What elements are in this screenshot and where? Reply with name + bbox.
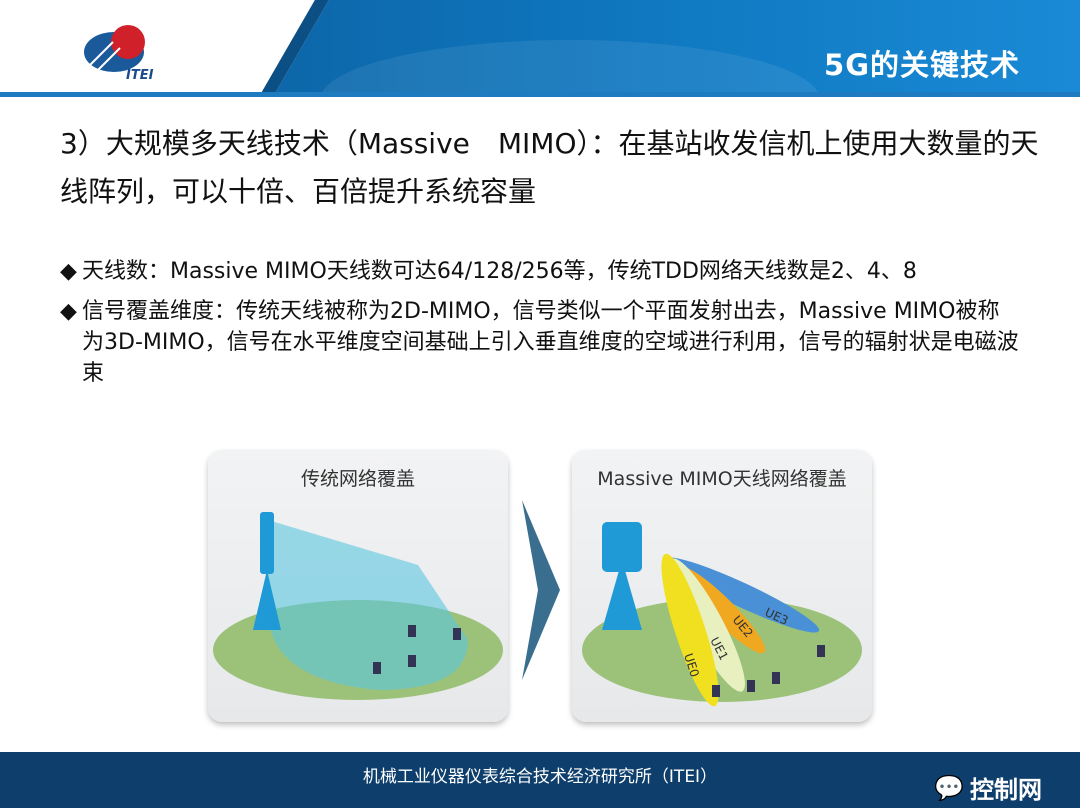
panel-title: Massive MIMO天线网络覆盖 <box>597 468 847 490</box>
diamond-icon: ◆ <box>60 259 77 284</box>
massive-mimo-coverage-panel: Massive MIMO天线网络覆盖 UE0 UE1 UE2 UE3 <box>572 450 872 722</box>
antenna-icon <box>260 512 274 574</box>
slide-header <box>0 0 1080 97</box>
watermark: 💬 控制网 <box>934 770 1042 805</box>
massive-mimo-illustration: UE0 UE1 UE2 UE3 <box>582 522 862 707</box>
tower-icon <box>253 570 281 630</box>
traditional-coverage-illustration <box>213 512 503 700</box>
wechat-icon: 💬 <box>934 773 964 802</box>
svg-text:ITEI: ITEI <box>126 68 154 82</box>
header-underline <box>0 92 1080 97</box>
tower-icon <box>602 560 642 630</box>
slide-footer: 机械工业仪器仪表综合技术经济研究所（ITEI） <box>0 752 1080 808</box>
bullet-item: ◆ 天线数：Massive MIMO天线数可达64/128/256等，传统TDD网… <box>60 256 1020 287</box>
bullet-text: 信号覆盖维度：传统天线被称为2D-MIMO，信号类似一个平面发射出去，Massi… <box>82 299 1019 386</box>
header-wave <box>320 40 820 97</box>
section-heading: 3）大规模多天线技术（Massive MIMO）：在基站收发信机上使用大数量的天… <box>60 127 1039 208</box>
watermark-text: 控制网 <box>970 776 1042 804</box>
traditional-coverage-panel: 传统网络覆盖 <box>208 450 508 722</box>
slide-title: 5G的关键技术 <box>824 48 1020 82</box>
itei-logo: ITEI <box>84 25 154 82</box>
bullet-item: ◆ 信号覆盖维度：传统天线被称为2D-MIMO，信号类似一个平面发射出去，Mass… <box>60 296 1020 389</box>
panel-title: 传统网络覆盖 <box>300 468 415 490</box>
footer-text: 机械工业仪器仪表综合技术经济研究所（ITEI） <box>362 767 718 787</box>
bullet-list: ◆ 天线数：Massive MIMO天线数可达64/128/256等，传统TDD网… <box>60 256 1020 398</box>
diamond-icon: ◆ <box>60 299 77 324</box>
antenna-array-icon <box>602 522 642 572</box>
bullet-text: 天线数：Massive MIMO天线数可达64/128/256等，传统TDD网络… <box>82 259 917 284</box>
chevron-right-icon <box>522 500 560 680</box>
